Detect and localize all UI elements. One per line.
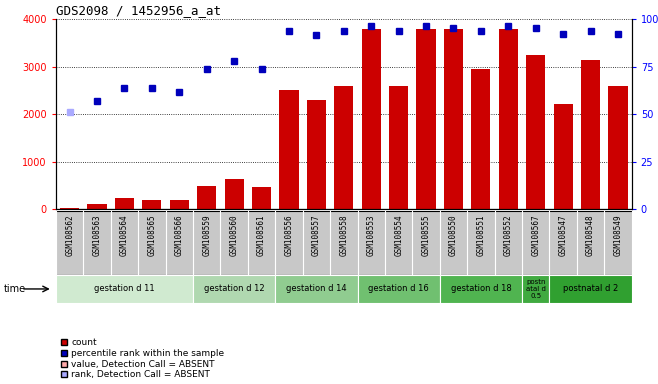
Bar xyxy=(389,86,408,209)
Bar xyxy=(115,198,134,209)
Text: GSM108563: GSM108563 xyxy=(93,214,101,256)
Bar xyxy=(60,208,79,209)
Bar xyxy=(224,179,243,209)
Bar xyxy=(609,86,628,209)
Bar xyxy=(357,275,440,303)
Text: GSM108559: GSM108559 xyxy=(202,214,211,256)
Text: gestation d 16: gestation d 16 xyxy=(368,285,429,293)
Text: GSM108560: GSM108560 xyxy=(230,214,239,256)
Bar xyxy=(197,187,216,209)
Text: postnatal d 2: postnatal d 2 xyxy=(563,285,618,293)
Text: gestation d 11: gestation d 11 xyxy=(94,285,155,293)
Legend: count, percentile rank within the sample, value, Detection Call = ABSENT, rank, : count, percentile rank within the sample… xyxy=(61,338,224,379)
Text: GSM108564: GSM108564 xyxy=(120,214,129,256)
Bar xyxy=(56,275,193,303)
Bar xyxy=(170,200,189,209)
Text: GSM108553: GSM108553 xyxy=(367,214,376,256)
Text: GSM108565: GSM108565 xyxy=(147,214,157,256)
Bar xyxy=(88,204,107,209)
Bar xyxy=(581,60,600,209)
Bar xyxy=(471,69,490,209)
Text: time: time xyxy=(3,284,26,294)
Text: GSM108561: GSM108561 xyxy=(257,214,266,256)
Text: GSM108566: GSM108566 xyxy=(175,214,184,256)
Text: GSM108567: GSM108567 xyxy=(531,214,540,256)
Text: gestation d 18: gestation d 18 xyxy=(451,285,511,293)
Bar xyxy=(499,29,518,209)
Text: GSM108547: GSM108547 xyxy=(559,214,568,256)
Bar xyxy=(522,275,549,303)
Bar xyxy=(142,200,161,209)
Bar xyxy=(553,104,572,209)
Bar xyxy=(362,29,381,209)
Bar xyxy=(275,275,357,303)
Text: GSM108562: GSM108562 xyxy=(65,214,74,256)
Bar xyxy=(334,86,353,209)
Text: gestation d 12: gestation d 12 xyxy=(204,285,265,293)
Bar xyxy=(444,29,463,209)
Text: GSM108556: GSM108556 xyxy=(284,214,293,256)
Text: gestation d 14: gestation d 14 xyxy=(286,285,347,293)
Text: GSM108554: GSM108554 xyxy=(394,214,403,256)
Text: GSM108555: GSM108555 xyxy=(422,214,430,256)
Text: GSM108552: GSM108552 xyxy=(504,214,513,256)
Text: GSM108551: GSM108551 xyxy=(476,214,486,256)
Bar xyxy=(440,275,522,303)
Bar xyxy=(252,187,271,209)
Bar xyxy=(280,91,299,209)
Bar xyxy=(549,275,632,303)
Text: GSM108557: GSM108557 xyxy=(312,214,321,256)
Text: GSM108558: GSM108558 xyxy=(340,214,348,256)
Text: GDS2098 / 1452956_a_at: GDS2098 / 1452956_a_at xyxy=(56,3,221,17)
Bar xyxy=(193,275,275,303)
Text: GSM108550: GSM108550 xyxy=(449,214,458,256)
Bar xyxy=(417,29,436,209)
Text: postn
atal d
0.5: postn atal d 0.5 xyxy=(526,279,545,299)
Bar xyxy=(526,55,545,209)
Text: GSM108548: GSM108548 xyxy=(586,214,595,256)
Bar xyxy=(307,100,326,209)
Text: GSM108549: GSM108549 xyxy=(613,214,622,256)
